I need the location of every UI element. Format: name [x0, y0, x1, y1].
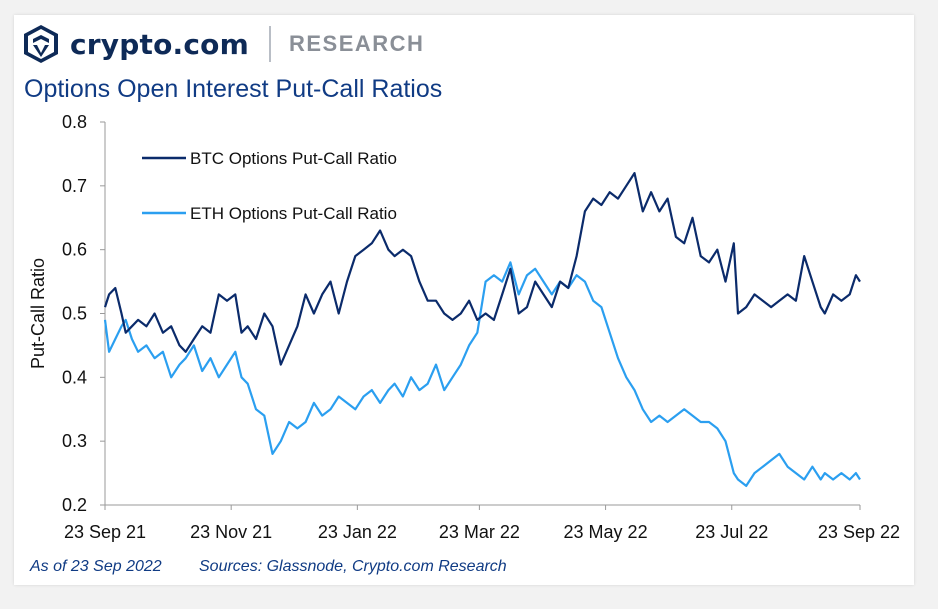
- y-tick-label: 0.7: [62, 176, 87, 196]
- report-card: [14, 15, 914, 585]
- brand-divider: [268, 26, 271, 62]
- legend-label-eth: ETH Options Put-Call Ratio: [190, 204, 397, 223]
- y-tick-label: 0.6: [62, 240, 87, 260]
- x-tick-label: 23 Mar 22: [439, 522, 520, 542]
- x-tick-label: 23 Jan 22: [318, 522, 397, 542]
- y-tick-label: 0.2: [62, 495, 87, 515]
- y-tick-label: 0.8: [62, 112, 87, 132]
- chart-title: Options Open Interest Put-Call Ratios: [24, 75, 443, 103]
- axes: 0.2 0.3 0.4 0.5 0.6 0.7 0.8 23 Sep 21 23 Nov 21 2…: [28, 112, 900, 542]
- legend-label-btc: BTC Options Put-Call Ratio: [190, 149, 397, 168]
- as-of-note: As of 23 Sep 2022: [30, 558, 162, 575]
- brand-header: crypto.com RESEARCH: [22, 24, 424, 64]
- brand-name: crypto.com: [70, 27, 249, 61]
- x-tick-label: 23 Jul 22: [695, 522, 768, 542]
- legend: BTC Options Put-Call Ratio ETH Options Pu…: [142, 149, 397, 223]
- y-axis-title: Put-Call Ratio: [28, 258, 48, 369]
- btc-series-line: [103, 172, 861, 366]
- eth-series-line: [103, 261, 861, 487]
- y-tick-label: 0.4: [62, 367, 87, 387]
- y-tick-label: 0.5: [62, 304, 87, 324]
- sources-note: Sources: Glassnode, Crypto.com Research: [199, 558, 507, 575]
- brand-section: RESEARCH: [288, 31, 425, 56]
- crypto-com-lion-shield-icon: [24, 25, 58, 63]
- x-tick-label: 23 Nov 21: [190, 522, 272, 542]
- x-tick-label: 23 Sep 21: [64, 522, 146, 542]
- x-tick-label: 23 May 22: [564, 522, 648, 542]
- series-layer: [103, 172, 861, 487]
- y-tick-label: 0.3: [62, 431, 87, 451]
- x-tick-label: 23 Sep 22: [818, 522, 900, 542]
